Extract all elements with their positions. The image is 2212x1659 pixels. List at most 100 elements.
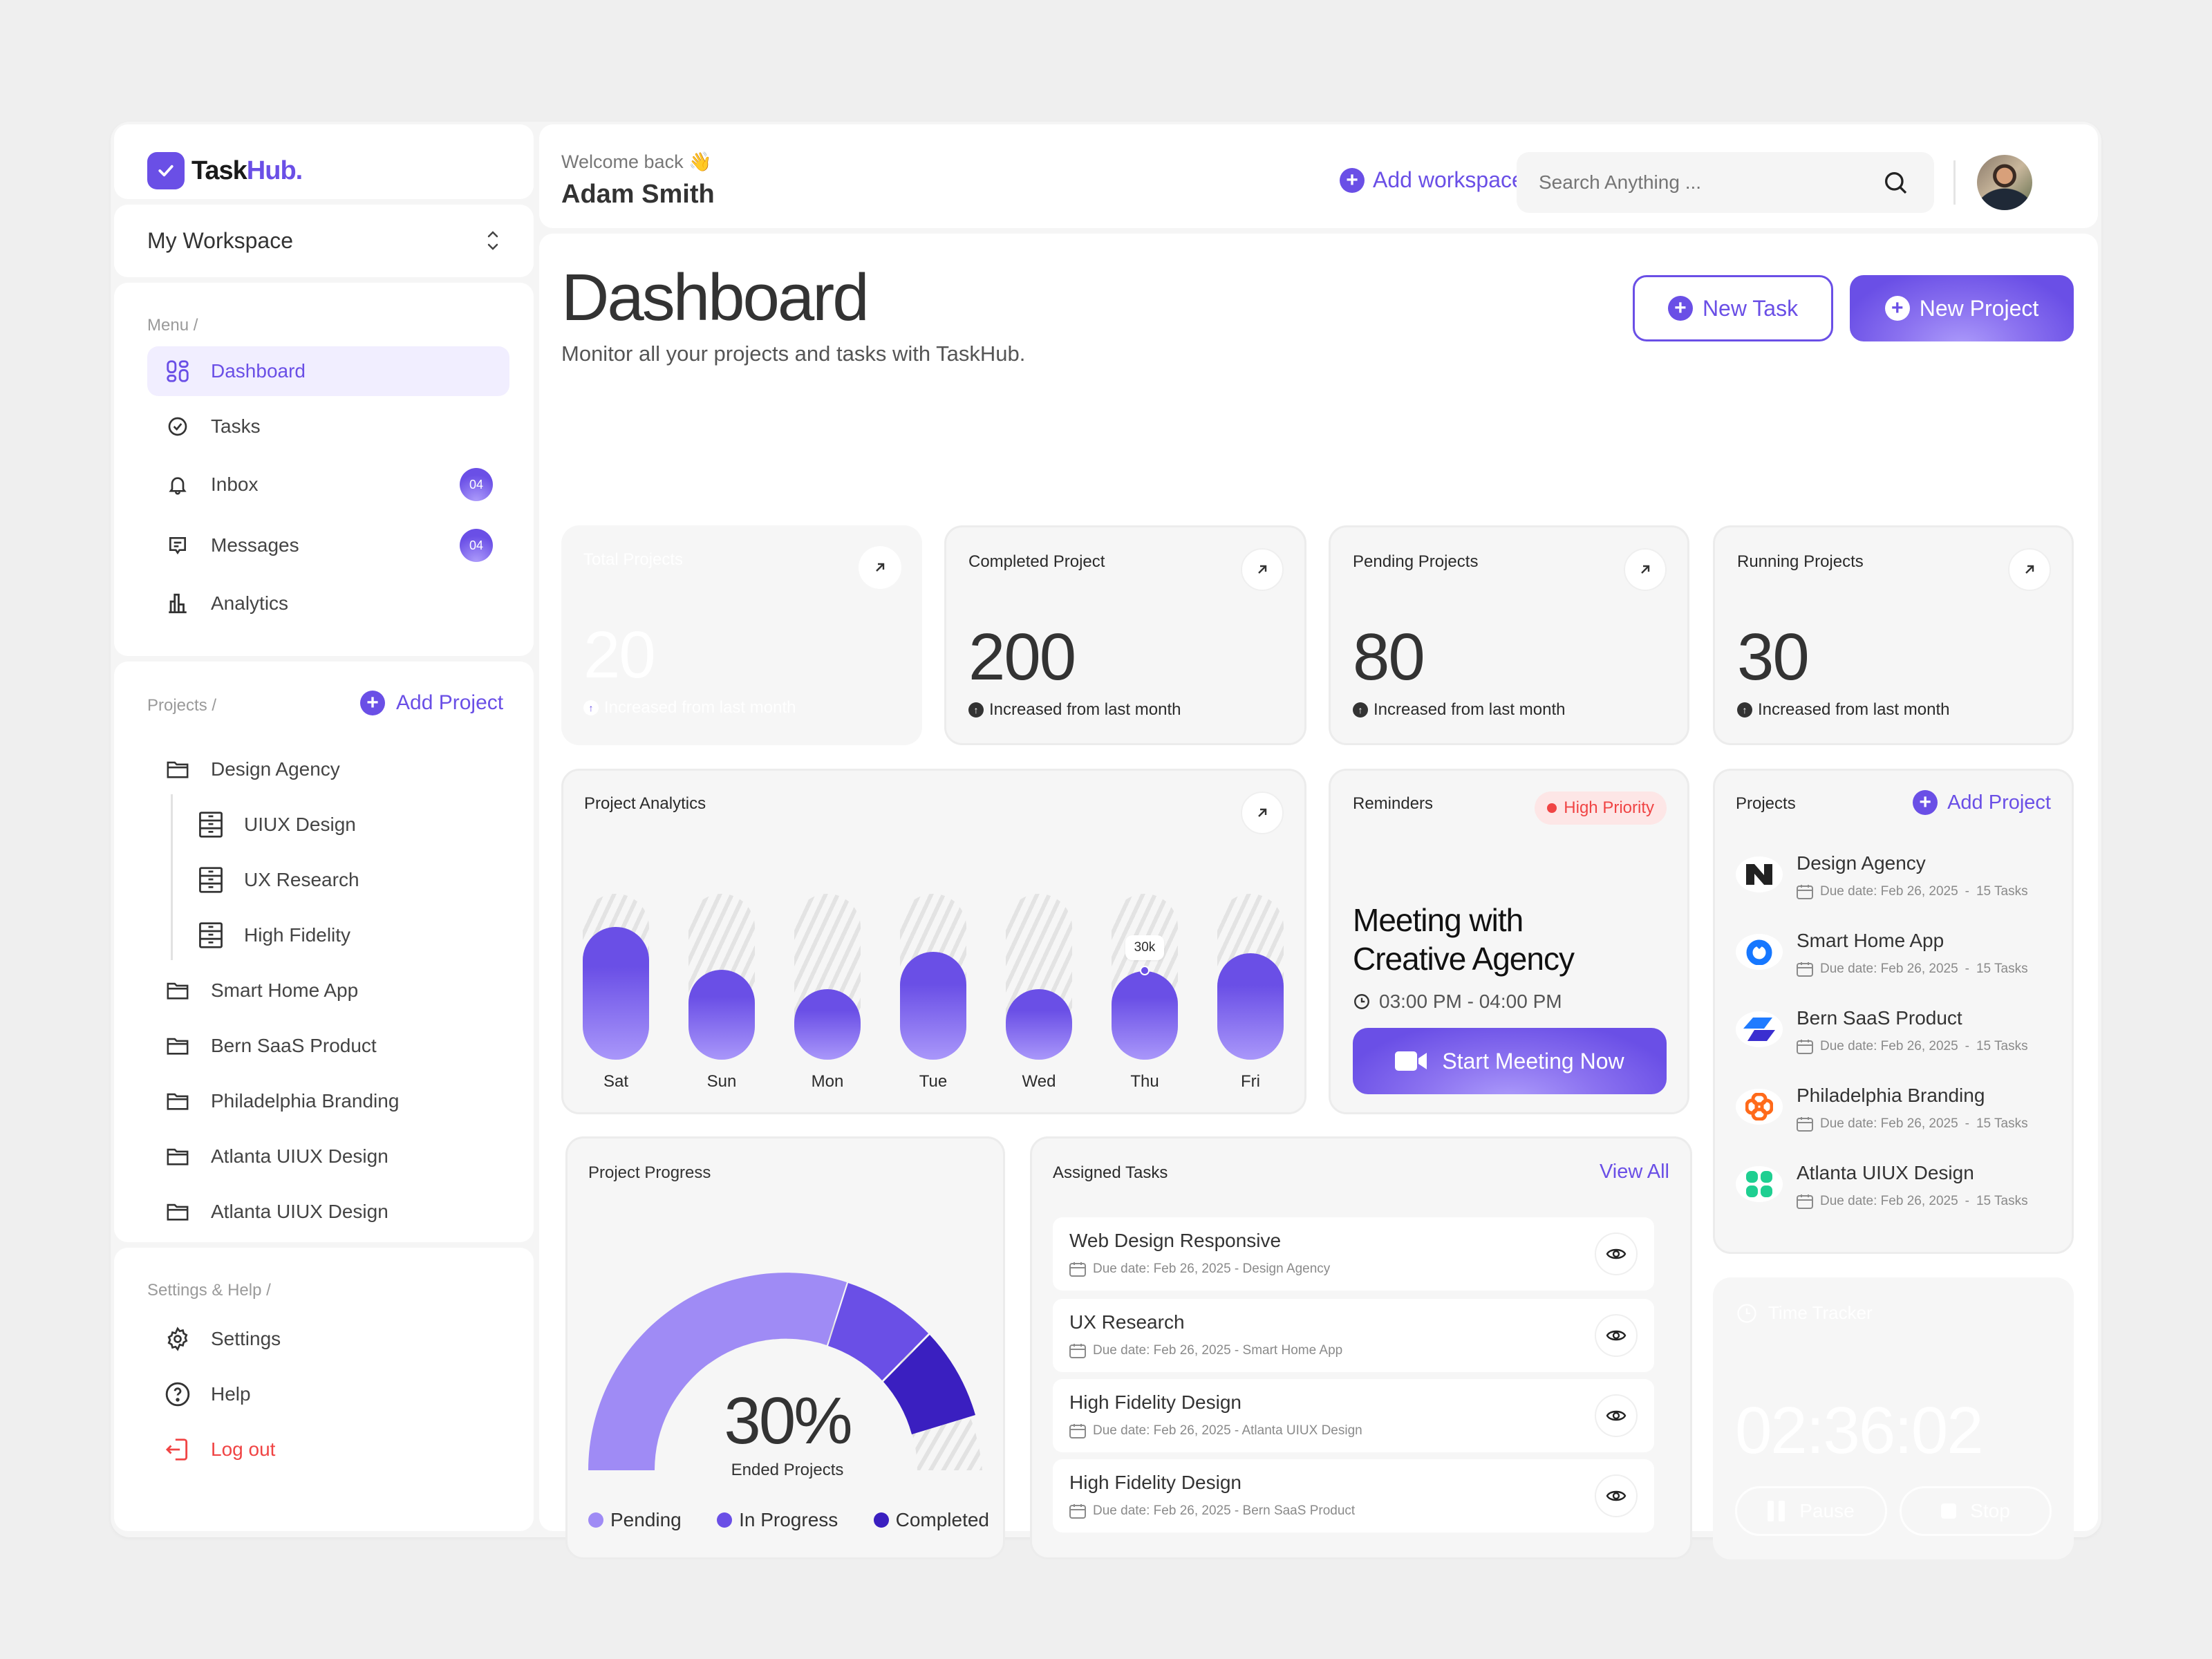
stat-card-running[interactable]: Running Projects 30 ↑ Increased from last… — [1713, 525, 2074, 745]
meeting-title-line: Meeting with — [1353, 902, 1524, 938]
legend-pending: Pending — [588, 1509, 682, 1531]
workspace-switcher[interactable]: My Workspace — [114, 205, 534, 277]
search-icon[interactable] — [1882, 169, 1909, 200]
stop-button[interactable]: Stop — [1900, 1486, 2052, 1536]
project-due: Due date: Feb 26, 2025 — [1820, 1116, 1958, 1131]
stat-card-pending[interactable]: Pending Projects 80 ↑ Increased from last… — [1329, 525, 1689, 745]
logo-check-icon — [147, 152, 185, 189]
top-header: Welcome back 👋 Adam Smith + Add workspac… — [539, 124, 2098, 228]
bar-sat[interactable] — [583, 894, 649, 1060]
stat-note-text: Increased from last month — [604, 698, 796, 717]
sidebar-item-logout[interactable]: Log out — [147, 1425, 509, 1474]
task-row[interactable]: High Fidelity Design Due date: Feb 26, 2… — [1053, 1379, 1654, 1452]
sidebar-item-label: Tasks — [211, 415, 261, 437]
new-project-button[interactable]: + New Project — [1850, 275, 2074, 341]
calendar-icon — [1069, 1424, 1086, 1438]
tree-line — [171, 794, 173, 960]
legend-completed: Completed — [873, 1509, 989, 1531]
stop-icon — [1941, 1503, 1957, 1519]
bar-point-marker — [1140, 966, 1150, 975]
start-meeting-button[interactable]: Start Meeting Now — [1353, 1028, 1667, 1094]
sidebar-item-messages[interactable]: Messages 04 — [147, 521, 509, 570]
open-arrow-icon[interactable] — [1241, 548, 1284, 591]
view-eye-icon[interactable] — [1595, 1232, 1638, 1275]
sidebar-subproject-ux-research[interactable]: UX Research — [197, 855, 509, 905]
open-arrow-icon[interactable] — [859, 546, 901, 589]
sidebar-item-tasks[interactable]: Tasks — [147, 402, 509, 451]
sidebar-subproject-high-fidelity[interactable]: High Fidelity — [197, 910, 509, 960]
sidebar-item-dashboard[interactable]: Dashboard — [147, 346, 509, 396]
bar-thu[interactable]: 30k — [1112, 894, 1178, 1060]
add-workspace-button[interactable]: + Add workspace — [1340, 167, 1524, 193]
logo[interactable]: TaskHub. — [147, 152, 303, 189]
task-row[interactable]: Web Design Responsive Due date: Feb 26, … — [1053, 1217, 1654, 1291]
dashboard-icon — [164, 357, 191, 385]
sidebar-subproject-uiux-design[interactable]: UIUX Design — [197, 800, 509, 850]
sidebar-item-label: Bern SaaS Product — [211, 1035, 377, 1056]
sidebar-item-inbox[interactable]: Inbox 04 — [147, 460, 509, 509]
sidebar-item-label: Design Agency — [211, 758, 340, 780]
project-row-bern-saas[interactable]: Bern SaaS Product Due date: Feb 26, 2025… — [1736, 1007, 2061, 1076]
sidebar-item-label: High Fidelity — [244, 924, 351, 946]
sidebar-project-atlanta-uiux-2[interactable]: Atlanta UIUX Design — [147, 1187, 509, 1237]
calendar-icon — [1797, 885, 1813, 899]
projects-card: Projects + Add Project Design Agency Due… — [1713, 769, 2074, 1254]
sidebar-item-settings[interactable]: Settings — [147, 1314, 509, 1364]
open-arrow-icon[interactable] — [1624, 548, 1667, 591]
bar-wed[interactable] — [1006, 894, 1072, 1060]
stat-card-total-projects[interactable]: Total Projects 20 ↑ Increased from last m… — [561, 525, 922, 745]
project-row-atlanta-uiux[interactable]: Atlanta UIUX Design Due date: Feb 26, 20… — [1736, 1162, 2061, 1231]
new-task-button[interactable]: + New Task — [1633, 275, 1833, 341]
add-workspace-label: Add workspace — [1373, 167, 1524, 192]
progress-value: 30% — [724, 1384, 852, 1458]
day-label: Fri — [1241, 1072, 1260, 1091]
stat-value: 30 — [1737, 620, 1810, 694]
project-row-philadelphia-branding[interactable]: Philadelphia Branding Due date: Feb 26, … — [1736, 1085, 2061, 1154]
chevron-up-down-icon — [485, 228, 501, 256]
day-label: Wed — [1022, 1072, 1056, 1091]
blue-ring-logo-icon — [1736, 934, 1783, 970]
open-arrow-icon[interactable] — [2008, 548, 2051, 591]
sidebar-item-help[interactable]: Help — [147, 1369, 509, 1419]
legend-in-progress: In Progress — [717, 1509, 838, 1531]
sidebar-item-label: Atlanta UIUX Design — [211, 1201, 388, 1222]
project-row-smart-home-app[interactable]: Smart Home App Due date: Feb 26, 2025-15… — [1736, 930, 2061, 999]
projects-add-button[interactable]: + Add Project — [1913, 790, 2051, 815]
avatar[interactable] — [1977, 155, 2032, 210]
stat-card-completed[interactable]: Completed Project 200 ↑ Increased from la… — [944, 525, 1306, 745]
task-row[interactable]: High Fidelity Design Due date: Feb 26, 2… — [1053, 1459, 1654, 1533]
sidebar-project-smart-home-app[interactable]: Smart Home App — [147, 966, 509, 1015]
open-arrow-icon[interactable] — [1241, 791, 1284, 834]
reminders-title: Reminders — [1353, 794, 1434, 813]
calendar-icon — [1069, 1344, 1086, 1358]
pause-button[interactable]: Pause — [1735, 1486, 1887, 1536]
task-row[interactable]: UX Research Due date: Feb 26, 2025 - Sma… — [1053, 1299, 1654, 1372]
bar-sun[interactable] — [688, 894, 755, 1060]
video-camera-icon — [1395, 1051, 1427, 1071]
calendar-icon — [1797, 1117, 1813, 1132]
sidebar-add-project-button[interactable]: + Add Project — [360, 691, 503, 715]
bar-mon[interactable] — [794, 894, 861, 1060]
project-row-design-agency[interactable]: Design Agency Due date: Feb 26, 2025-15 … — [1736, 852, 2061, 921]
orange-flower-logo-icon — [1736, 1089, 1783, 1125]
view-all-link[interactable]: View All — [1599, 1161, 1669, 1183]
stat-value: 80 — [1353, 620, 1425, 694]
view-eye-icon[interactable] — [1595, 1394, 1638, 1437]
bar-tue[interactable] — [900, 894, 966, 1060]
sidebar-project-atlanta-uiux[interactable]: Atlanta UIUX Design — [147, 1132, 509, 1181]
view-eye-icon[interactable] — [1595, 1314, 1638, 1357]
view-eye-icon[interactable] — [1595, 1474, 1638, 1517]
cabinet-icon — [197, 921, 225, 949]
sidebar-project-bern-saas[interactable]: Bern SaaS Product — [147, 1021, 509, 1071]
search-input[interactable] — [1539, 167, 1871, 198]
search-box[interactable] — [1517, 152, 1934, 213]
task-meta-text: Due date: Feb 26, 2025 - Bern SaaS Produ… — [1093, 1503, 1356, 1518]
sidebar-project-philadelphia-branding[interactable]: Philadelphia Branding — [147, 1076, 509, 1126]
folder-icon — [164, 977, 191, 1004]
welcome-text: Welcome back 👋 — [561, 151, 712, 172]
sidebar-item-analytics[interactable]: Analytics — [147, 579, 509, 628]
project-analytics-card: Project Analytics 30k Sat Sun Mon Tue We… — [561, 769, 1306, 1114]
sidebar-project-design-agency[interactable]: Design Agency — [147, 744, 509, 794]
bar-fri[interactable] — [1217, 894, 1284, 1060]
project-due: Due date: Feb 26, 2025 — [1820, 1194, 1958, 1208]
